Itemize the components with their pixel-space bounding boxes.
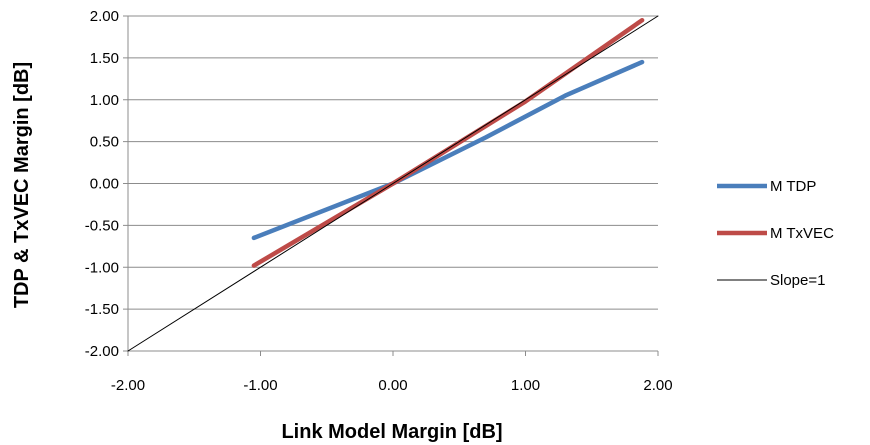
y-axis-title: TDP & TxVEC Margin [dB] [11,62,33,308]
axes [123,15,659,356]
series-lines [127,15,659,352]
series-line-3 [127,15,659,352]
y-tick-label: -2.00 [85,343,119,360]
legend-label-1: M TDP [770,178,816,195]
y-tick-label: 0.00 [90,176,119,193]
x-tick-label: -1.00 [243,377,277,394]
x-tick-label: 1.00 [511,377,540,394]
y-tick-labels: 2.00 1.50 1.00 0.50 0.00 -0.50 -1.00 -1.50 -2.00 [85,8,119,360]
x-tick-label: 0.00 [378,377,407,394]
x-tick-labels: -2.00 -1.00 0.00 1.00 2.00 [111,377,673,394]
series-line-2 [251,17,645,268]
y-tick-label: 0.50 [90,134,119,151]
legend-label-3: Slope=1 [770,272,825,289]
y-tick-label: -0.50 [85,217,119,234]
y-tick-label: 2.00 [90,8,119,25]
y-tick-label: -1.00 [85,259,119,276]
x-tick-label: -2.00 [111,377,145,394]
series-line-1 [251,59,645,241]
x-tick-label: 2.00 [643,377,672,394]
legend-label-2: M TxVEC [770,225,834,242]
y-tick-label: 1.00 [90,92,119,109]
legend: M TDP M TxVEC Slope=1 [717,178,834,289]
x-axis-title: Link Model Margin [dB] [281,421,502,443]
y-tick-label: -1.50 [85,301,119,318]
y-tick-label: 1.50 [90,50,119,67]
